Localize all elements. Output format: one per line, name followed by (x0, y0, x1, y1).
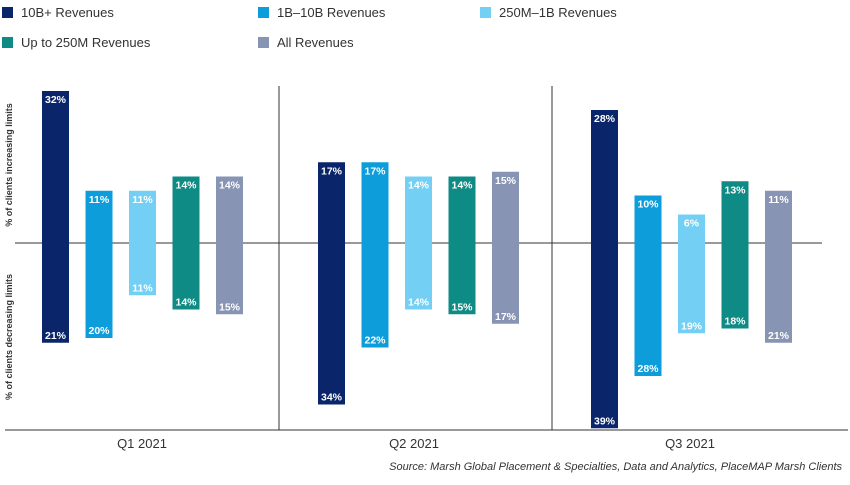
bar-all-revenues-q2-2021 (492, 171, 519, 324)
legend-label: 1B–10B Revenues (277, 5, 386, 20)
chart-legend: 10B+ Revenues 1B–10B Revenues 250M–1B Reve… (0, 0, 850, 60)
legend-label: All Revenues (277, 35, 354, 50)
legend-label: Up to 250M Revenues (21, 35, 151, 50)
data-label-increasing: 14% (219, 180, 241, 192)
data-label-increasing: 28% (594, 113, 616, 125)
bar-10b-revenues-q3-2021 (591, 110, 618, 429)
bar-up-to-250m-revenues-q2-2021 (448, 176, 476, 315)
legend-label: 250M–1B Revenues (499, 5, 617, 20)
data-label-decreasing: 18% (724, 316, 746, 328)
y-axis-label-increasing: % of clients increasing limits (4, 103, 14, 227)
bar-up-to-250m-revenues-q1-2021 (172, 176, 200, 310)
data-label-decreasing: 19% (681, 320, 703, 332)
legend-swatch (480, 7, 491, 18)
data-label-increasing: 11% (89, 194, 110, 206)
bar-250m-1b-revenues-q3-2021 (678, 214, 705, 334)
data-label-increasing: 11% (768, 194, 789, 206)
data-label-decreasing: 14% (408, 297, 430, 309)
source-note: Source: Marsh Global Placement & Special… (389, 461, 842, 473)
data-label-decreasing: 17% (495, 311, 517, 323)
bar-10b-revenues-q1-2021 (42, 91, 69, 343)
data-label-increasing: 11% (132, 194, 153, 206)
bar-10b-revenues-q2-2021 (318, 162, 345, 405)
data-label-decreasing: 22% (364, 335, 386, 347)
legend-swatch (2, 7, 13, 18)
bar-1b-10b-revenues-q3-2021 (634, 195, 662, 376)
data-label-increasing: 10% (637, 199, 659, 211)
legend-item-1b-10b-revenues: 1B–10B Revenues (258, 5, 385, 20)
legend-item-all-revenues: All Revenues (258, 35, 354, 50)
data-label-decreasing: 20% (88, 325, 110, 337)
category-label-q1-2021: Q1 2021 (117, 436, 167, 451)
category-label-q3-2021: Q3 2021 (665, 436, 715, 451)
legend-swatch (2, 37, 13, 48)
data-label-increasing: 13% (724, 184, 746, 196)
legend-item-10b-revenues: 10B+ Revenues (2, 5, 114, 20)
category-label-q2-2021: Q2 2021 (389, 436, 439, 451)
data-label-decreasing: 34% (321, 392, 343, 404)
data-label-increasing: 14% (175, 180, 197, 192)
legend-item-up-to-250m-revenues: Up to 250M Revenues (2, 35, 150, 50)
data-label-decreasing: 11% (132, 282, 153, 294)
data-label-increasing: 14% (451, 180, 473, 192)
data-label-decreasing: 39% (594, 415, 616, 427)
data-label-increasing: 15% (495, 175, 517, 187)
legend-swatch (258, 7, 269, 18)
legend-label: 10B+ Revenues (21, 5, 114, 20)
data-label-decreasing: 15% (219, 301, 241, 313)
bar-all-revenues-q3-2021 (765, 190, 792, 343)
data-label-decreasing: 28% (637, 363, 659, 375)
data-label-increasing: 17% (321, 165, 343, 177)
bar-all-revenues-q1-2021 (216, 176, 243, 315)
y-axis-label-decreasing: % of clients decreasing limits (4, 274, 14, 400)
data-label-increasing: 32% (45, 94, 67, 106)
legend-item-250m-1b-revenues: 250M–1B Revenues (480, 5, 617, 20)
bar-1b-10b-revenues-q1-2021 (85, 190, 113, 338)
legend-swatch (258, 37, 269, 48)
bar-250m-1b-revenues-q2-2021 (405, 176, 432, 310)
data-label-decreasing: 21% (45, 330, 67, 342)
data-label-increasing: 6% (684, 218, 700, 230)
data-label-increasing: 14% (408, 180, 430, 192)
bar-250m-1b-revenues-q1-2021 (129, 190, 156, 296)
data-label-decreasing: 15% (451, 301, 473, 313)
data-label-decreasing: 14% (175, 297, 197, 309)
data-label-increasing: 17% (364, 165, 386, 177)
data-label-decreasing: 21% (768, 330, 790, 342)
bar-1b-10b-revenues-q2-2021 (361, 162, 389, 348)
bar-up-to-250m-revenues-q3-2021 (721, 181, 749, 329)
